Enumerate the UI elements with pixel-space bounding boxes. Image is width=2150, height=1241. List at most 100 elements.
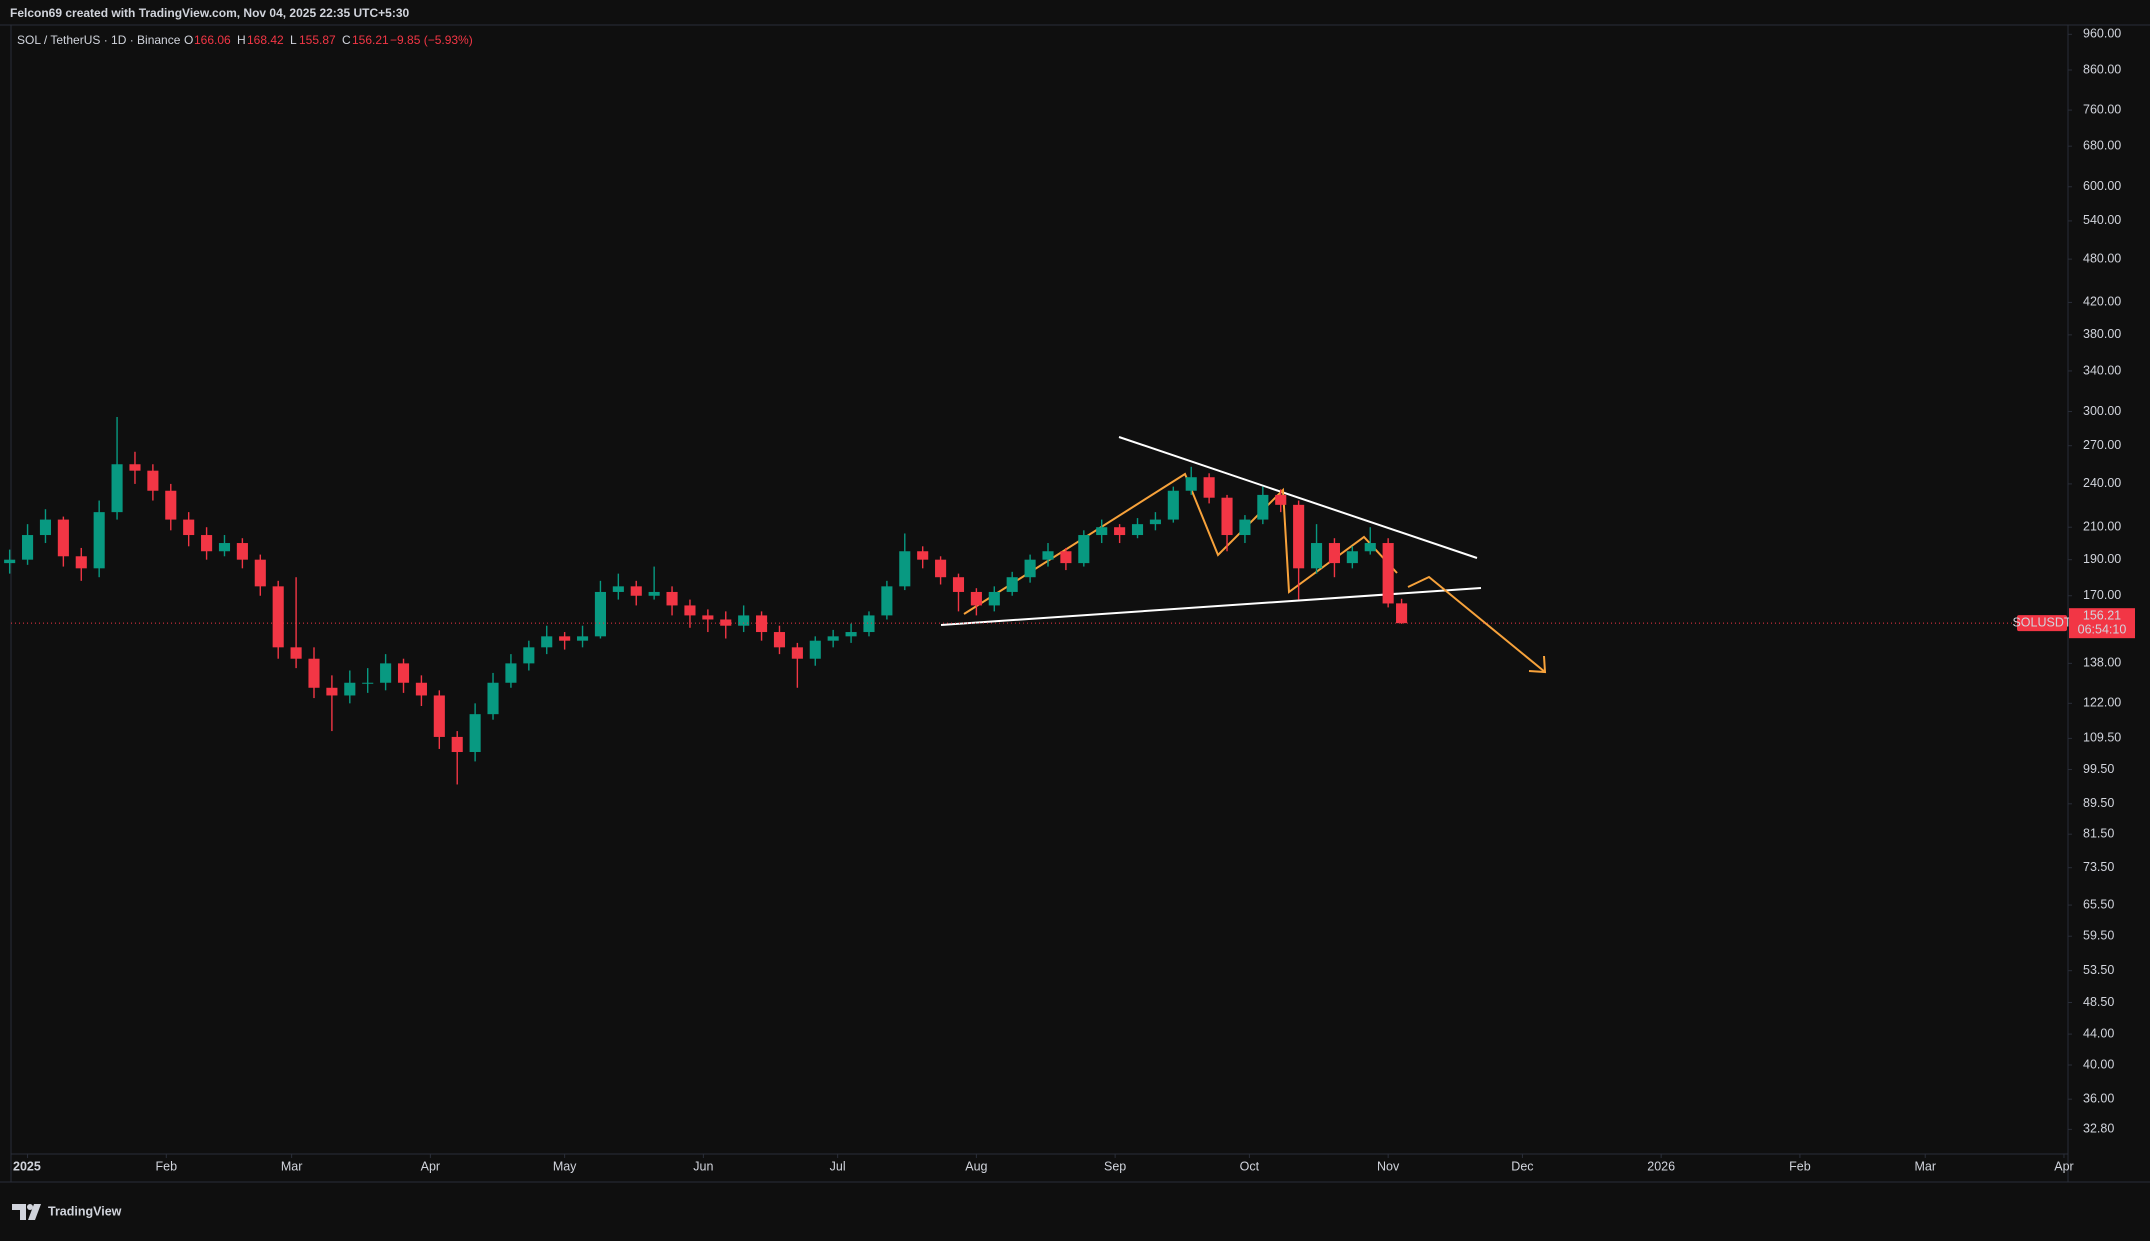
y-tick-label: 138.00 bbox=[2083, 656, 2121, 670]
candle-body bbox=[666, 591, 678, 606]
candle-body bbox=[469, 714, 481, 753]
brand-name: TradingView bbox=[48, 1204, 122, 1218]
y-tick-label: 480.00 bbox=[2083, 251, 2121, 265]
x-tick-label: 2025 bbox=[13, 1159, 41, 1173]
candle-body bbox=[773, 632, 786, 648]
candle-body bbox=[1006, 577, 1018, 592]
candle-body bbox=[935, 559, 947, 578]
candle-body bbox=[1078, 535, 1090, 564]
candle-body bbox=[183, 519, 195, 536]
candle-body bbox=[541, 636, 553, 648]
y-tick-label: 59.50 bbox=[2083, 929, 2114, 943]
candle-body bbox=[576, 636, 589, 641]
x-tick-label: Feb bbox=[156, 1159, 178, 1173]
candle-body bbox=[559, 636, 571, 641]
y-tick-label: 600.00 bbox=[2083, 179, 2121, 193]
candle-body bbox=[487, 682, 499, 715]
price-tag bbox=[2069, 608, 2135, 639]
candle-body bbox=[952, 577, 965, 592]
candle-body bbox=[380, 663, 392, 683]
candle-body bbox=[1382, 543, 1394, 604]
projection-arrow bbox=[1407, 575, 1546, 673]
candle-body bbox=[1131, 524, 1144, 536]
candle-body bbox=[451, 736, 463, 753]
high-value: 168.42 bbox=[247, 33, 284, 47]
candle-body bbox=[612, 586, 624, 592]
candle-body bbox=[4, 559, 16, 564]
x-tick-label: Dec bbox=[1511, 1159, 1533, 1173]
candle-body bbox=[57, 519, 69, 557]
candle-body bbox=[1346, 551, 1358, 564]
candle-body bbox=[218, 543, 231, 552]
price-tag-countdown: 06:54:10 bbox=[2078, 622, 2127, 636]
symbol: SOL / TetherUS · 1D · Binance bbox=[17, 33, 181, 47]
candle-body bbox=[970, 591, 982, 606]
y-tick-label: 48.50 bbox=[2083, 995, 2114, 1009]
x-tick-label: Jun bbox=[693, 1159, 713, 1173]
brand-logo bbox=[12, 1204, 41, 1220]
y-tick-label: 81.50 bbox=[2083, 826, 2114, 840]
y-tick-label: 89.50 bbox=[2083, 796, 2114, 810]
close-label: C bbox=[342, 33, 351, 47]
candle-body bbox=[863, 615, 875, 633]
x-tick-label: Feb bbox=[1789, 1159, 1811, 1173]
candle-body bbox=[1275, 494, 1287, 505]
y-tick-label: 122.00 bbox=[2083, 696, 2121, 710]
y-tick-label: 44.00 bbox=[2083, 1026, 2114, 1040]
candle-body bbox=[290, 647, 302, 659]
x-tick-label: Mar bbox=[1914, 1159, 1936, 1173]
candle-body bbox=[272, 586, 284, 648]
candle-body bbox=[201, 535, 213, 552]
y-tick-label: 40.00 bbox=[2083, 1057, 2114, 1071]
candle-body bbox=[344, 682, 356, 696]
candle-body bbox=[433, 695, 445, 737]
candle-body bbox=[147, 470, 159, 491]
x-tick-label: Nov bbox=[1377, 1159, 1400, 1173]
y-tick-label: 210.00 bbox=[2083, 520, 2121, 534]
wave-path bbox=[963, 472, 1398, 615]
candle-body bbox=[809, 640, 821, 659]
candle-body bbox=[254, 559, 266, 587]
candle-body bbox=[22, 535, 34, 560]
y-tick-label: 300.00 bbox=[2083, 404, 2121, 418]
x-tick-label: Sep bbox=[1104, 1159, 1126, 1173]
candle-body bbox=[523, 647, 535, 664]
candle-body bbox=[129, 464, 141, 471]
close-value: 156.21 bbox=[352, 33, 389, 47]
x-tick-label: May bbox=[553, 1159, 577, 1173]
symbol-legend: SOL / TetherUS · 1D · Binance O 166.06 H… bbox=[17, 33, 473, 47]
y-tick-label: 420.00 bbox=[2083, 295, 2121, 309]
y-tick-label: 65.50 bbox=[2083, 897, 2114, 911]
x-tick-label: Aug bbox=[965, 1159, 987, 1173]
candle-body bbox=[1185, 477, 1197, 491]
x-tick-label: Oct bbox=[1240, 1159, 1260, 1173]
candle-body bbox=[1060, 551, 1072, 564]
x-tick-label: Jul bbox=[830, 1159, 846, 1173]
candle-body bbox=[165, 490, 177, 520]
candle-body bbox=[326, 687, 338, 696]
price-tag-value: 156.21 bbox=[2083, 608, 2121, 622]
low-label: L bbox=[290, 33, 297, 47]
low-value: 155.87 bbox=[299, 33, 336, 47]
candle-body bbox=[738, 615, 750, 626]
y-tick-label: 170.00 bbox=[2083, 588, 2121, 602]
candle-body bbox=[845, 632, 857, 637]
candle-body bbox=[415, 682, 427, 696]
candle-body bbox=[1293, 504, 1305, 569]
y-tick-label: 53.50 bbox=[2083, 963, 2114, 977]
y-tick-label: 680.00 bbox=[2083, 138, 2121, 152]
open-label: O bbox=[184, 33, 193, 47]
arrow-head bbox=[1528, 655, 1547, 674]
candle-body bbox=[1149, 519, 1161, 525]
attribution: Felcon69 created with TradingView.com, N… bbox=[10, 6, 409, 20]
y-tick-label: 760.00 bbox=[2083, 102, 2121, 116]
candle-body bbox=[1396, 603, 1408, 624]
candle-body bbox=[93, 512, 105, 569]
y-tick-label: 240.00 bbox=[2083, 476, 2121, 490]
candle-body bbox=[1239, 519, 1251, 536]
x-tick-label: Mar bbox=[281, 1159, 303, 1173]
symbol-tag-text: SOLUSDT bbox=[2012, 615, 2071, 629]
y-tick-label: 109.50 bbox=[2083, 731, 2121, 745]
